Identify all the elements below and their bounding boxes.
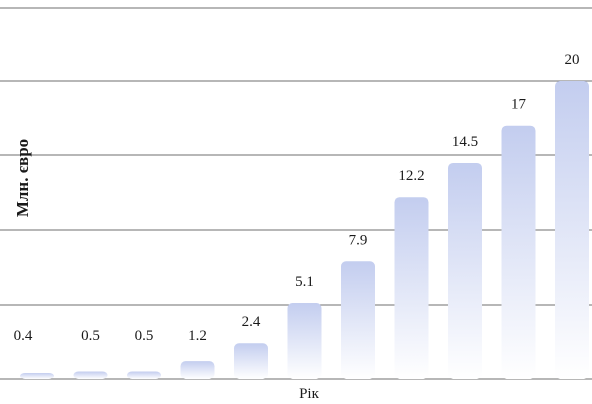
data-label: 12.2	[398, 168, 424, 184]
bar	[394, 197, 429, 379]
data-label: 1.2	[188, 328, 207, 344]
x-axis-label: Рік	[299, 386, 320, 402]
bar	[448, 162, 482, 379]
data-label: 0.4	[14, 328, 33, 344]
bar	[180, 361, 215, 379]
data-label: 5.1	[295, 274, 314, 290]
bar	[501, 125, 536, 379]
data-label: 2.4	[242, 314, 261, 330]
data-label: 0.5	[81, 328, 100, 344]
bar	[341, 261, 375, 379]
data-label: 7.9	[349, 232, 368, 248]
data-label: 20	[565, 52, 580, 68]
data-label: 0.5	[135, 328, 154, 344]
bar	[73, 371, 108, 379]
bar	[287, 303, 322, 379]
data-label: 14.5	[452, 134, 478, 150]
bars	[20, 81, 589, 379]
bar	[127, 371, 161, 379]
y-axis-label: Млн. євро	[13, 139, 32, 217]
bar	[555, 81, 589, 379]
data-labels: 0.4 0.5 0.5 1.2 2.4 5.1 7.9 12.2 14.5 17 20	[14, 52, 580, 344]
data-label: 17	[511, 97, 527, 113]
bar	[234, 343, 268, 379]
bar	[20, 373, 54, 379]
